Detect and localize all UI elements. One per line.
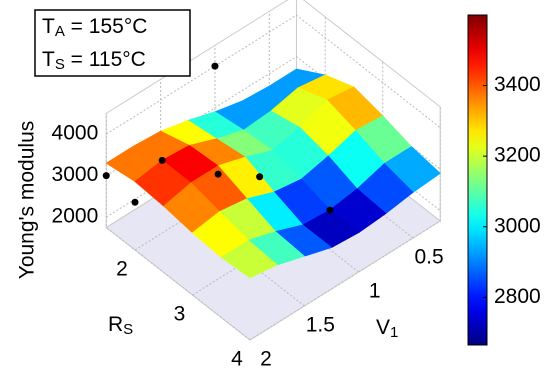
data-point (326, 206, 334, 214)
y-tick-label: 3 (174, 303, 186, 326)
x-tick-label: 0.5 (414, 246, 443, 269)
z-axis-label: Young's modulus (16, 121, 39, 280)
grid-line (105, 113, 251, 341)
data-point (158, 156, 166, 164)
x-tick-label: 1.5 (306, 314, 335, 337)
x-tick-label: 2 (260, 348, 272, 371)
grid-line (249, 106, 441, 341)
x-axis-label: V1 (376, 316, 398, 341)
z-tick-label: 4000 (52, 122, 99, 145)
z-tick-label: 2000 (52, 205, 99, 228)
data-point (256, 173, 264, 181)
x-tick-label: 1 (369, 280, 381, 303)
data-point (102, 172, 110, 180)
data-point (214, 170, 222, 178)
colorbar-tick-label: 2800 (494, 285, 541, 308)
annotation-box (34, 9, 191, 77)
grid-line (105, 14, 441, 135)
points (102, 62, 334, 214)
y-axis-label: RS (108, 313, 133, 338)
z-tick-label: 3000 (52, 163, 99, 186)
annotation: TA = 155°C (42, 15, 147, 40)
colorbar-tick-label: 3000 (494, 214, 541, 237)
colorbar (467, 14, 488, 346)
annotation: TS = 115°C (42, 48, 146, 73)
colorbar-tick-label: 3400 (494, 73, 541, 96)
y-tick-label: 2 (116, 258, 128, 281)
data-point (131, 198, 139, 206)
y-tick-label: 4 (231, 348, 243, 371)
surface (105, 68, 441, 279)
grid-line (105, 56, 441, 177)
data-point (211, 62, 219, 70)
colorbar-tick-label: 3200 (494, 144, 541, 167)
surface-patch (220, 239, 278, 279)
